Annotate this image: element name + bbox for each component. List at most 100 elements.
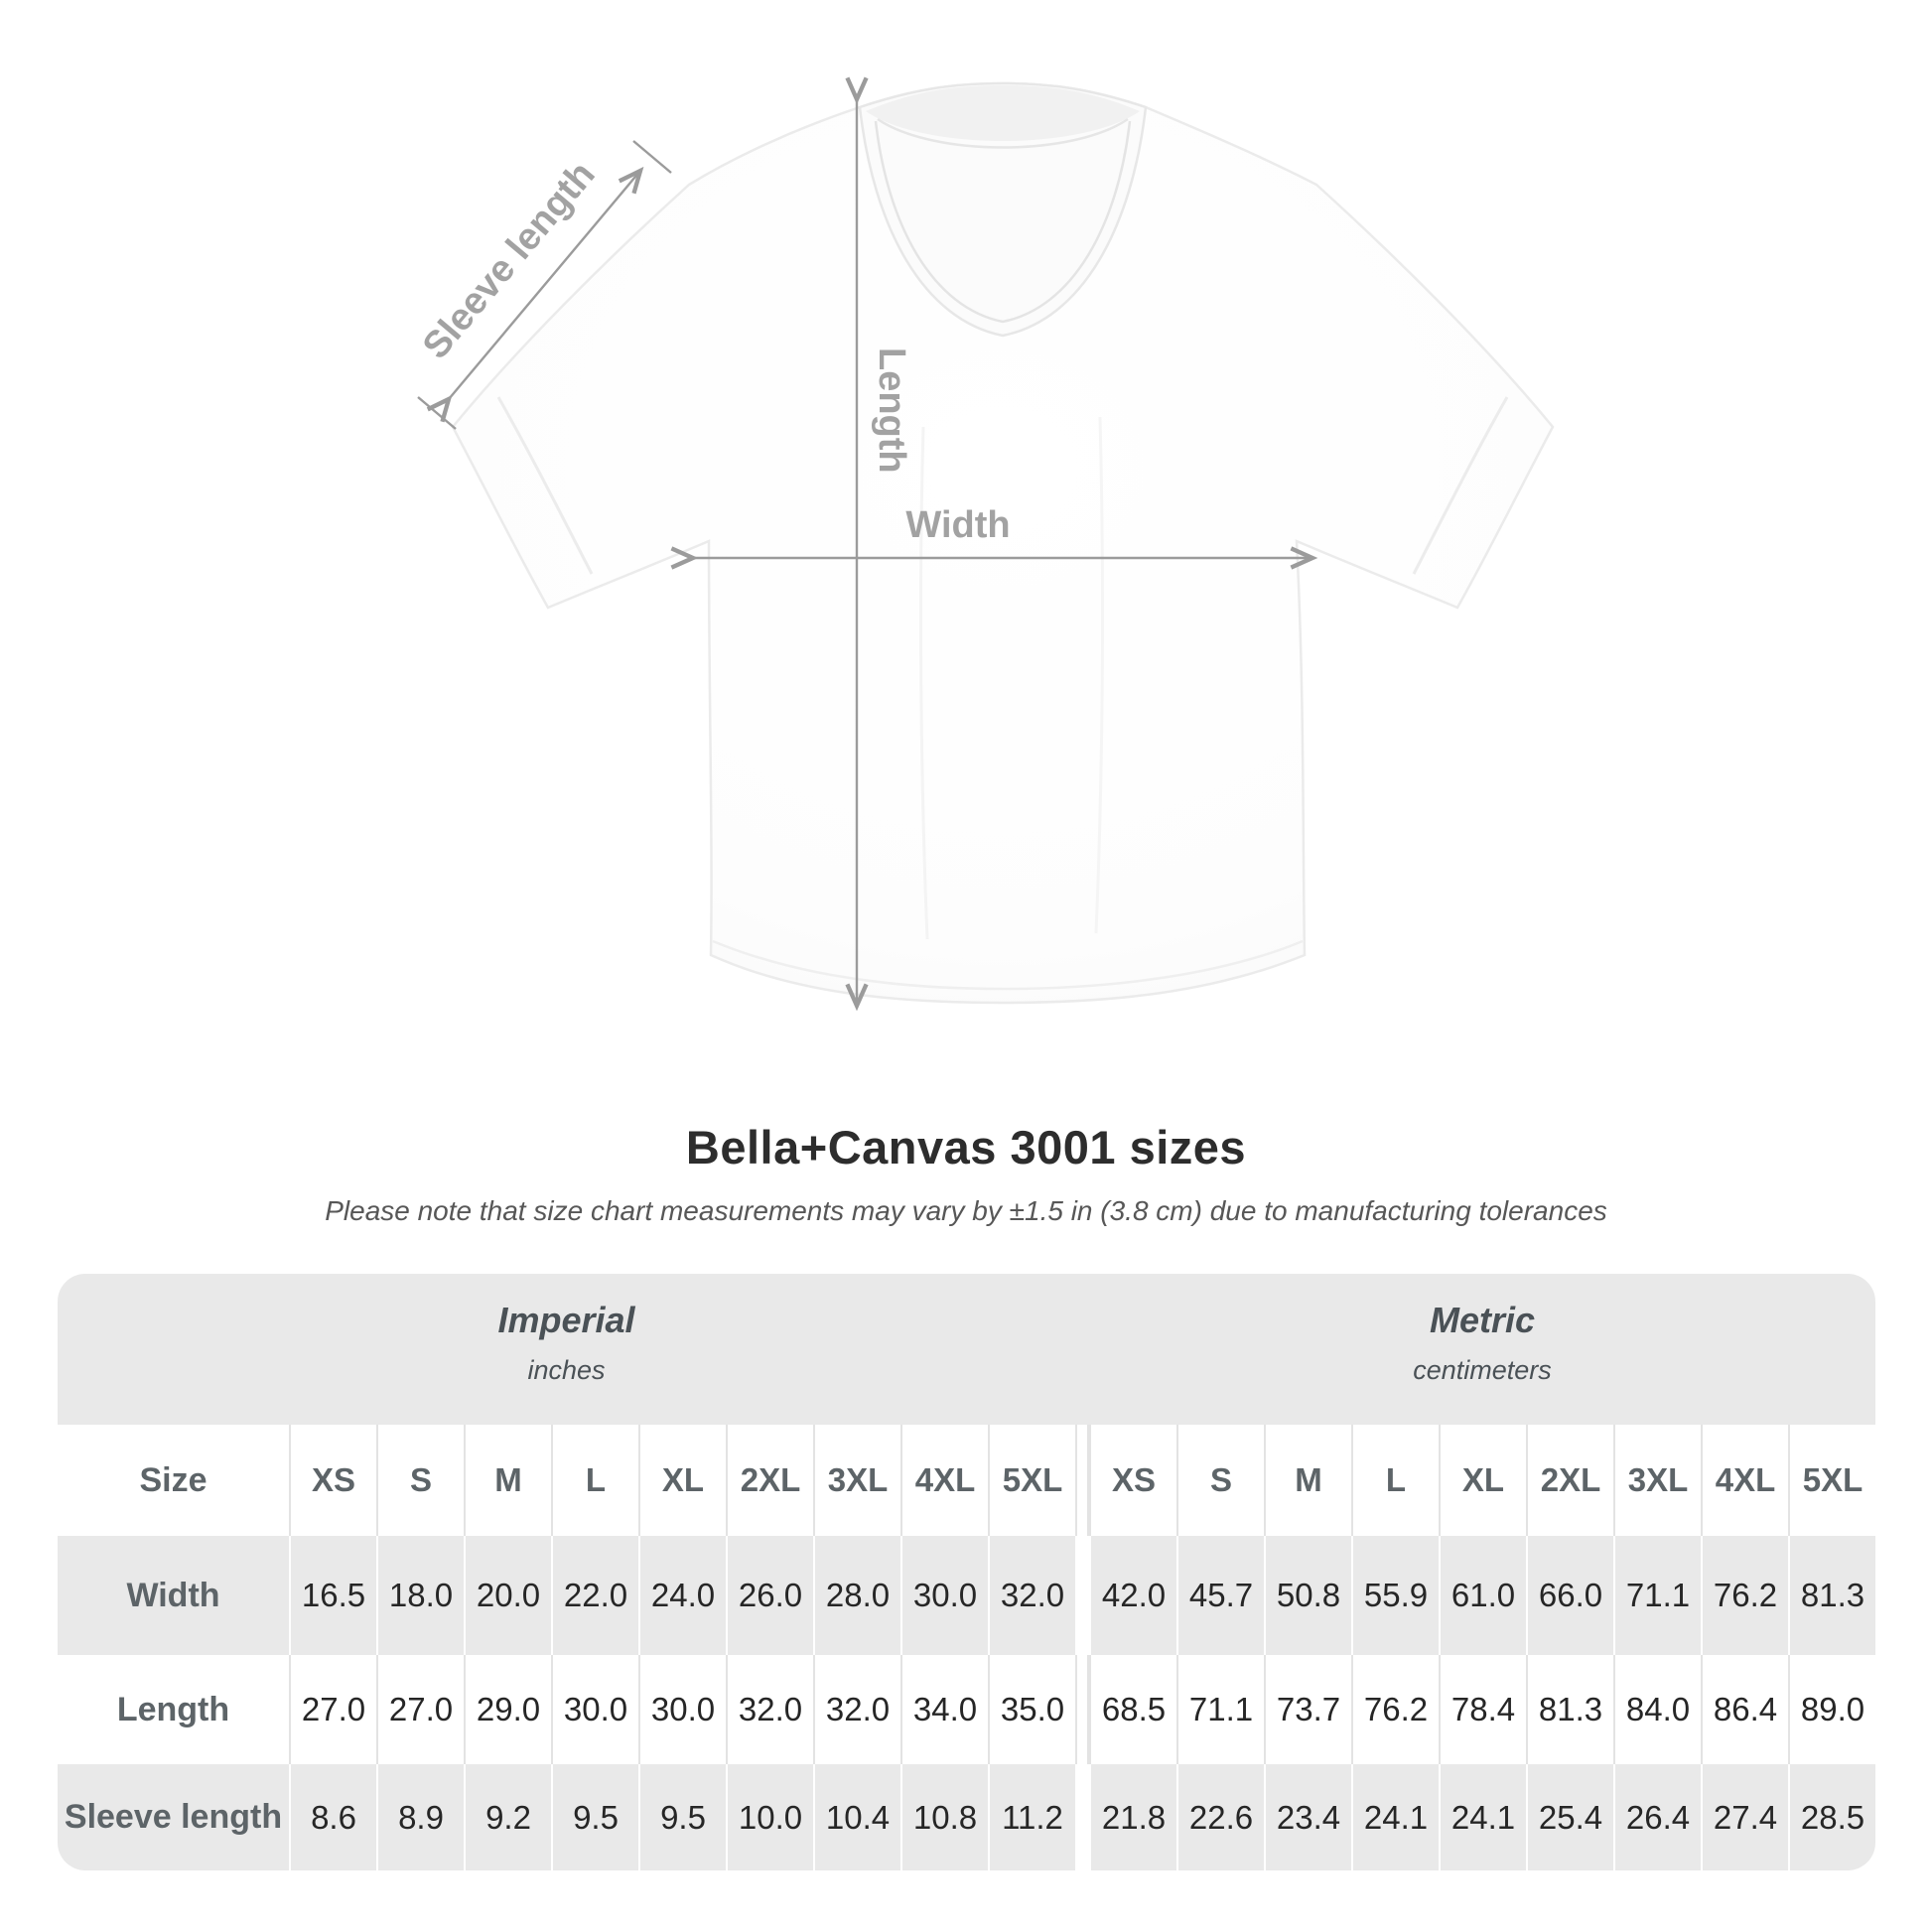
sleeve-dimension-tick-bottom xyxy=(417,396,457,430)
table-row-width-metric-cell: 81.3 xyxy=(1788,1536,1875,1655)
table-row-length-metric-cell: 89.0 xyxy=(1788,1655,1875,1764)
size-header-row-metric-cell: M xyxy=(1264,1425,1351,1536)
length-label: Length xyxy=(871,347,912,474)
tshirt-fold-line-left xyxy=(918,426,929,940)
table-row-sleeve-length-metric-cell: 23.4 xyxy=(1264,1764,1351,1870)
imperial-group-header: Imperial inches xyxy=(58,1274,1075,1425)
size-table: Imperial inches Metric centimeters Size X… xyxy=(58,1274,1875,1870)
table-row-sleeve-length-imperial-cell: 8.9 xyxy=(376,1764,464,1870)
table-row-width: Width 16.5 18.0 20.0 22.0 24.0 26.0 28.0 30.0 32.… xyxy=(58,1536,1875,1655)
table-row-sleeve-length-metric-cell: 24.1 xyxy=(1439,1764,1526,1870)
table-row-sleeve-length-imperial-cell: 11.2 xyxy=(988,1764,1075,1870)
table-row-sleeve-length-imperial-cell: 10.4 xyxy=(813,1764,900,1870)
tolerance-note: Please note that size chart measurements… xyxy=(325,1195,1607,1226)
size-header-row: Size XS S M L XL 2XL 3XL 4XL 5XL XS S M L XL 2XL 3XL 4XL 5… xyxy=(58,1425,1875,1536)
tshirt-illustration xyxy=(451,81,1555,1005)
size-header-row-imperial-cell: L xyxy=(551,1425,638,1536)
table-row-width-imperial-cell: 22.0 xyxy=(551,1536,638,1655)
tshirt-hem-seam xyxy=(712,939,1304,991)
metric-group-title: Metric xyxy=(1429,1300,1536,1340)
tshirt-right-cuff-seam xyxy=(1412,396,1509,575)
table-row-length-imperial-cell: 35.0 xyxy=(988,1655,1075,1764)
table-row-width-imperial-cell: 32.0 xyxy=(988,1536,1075,1655)
table-row-length-metric-cell: 73.7 xyxy=(1264,1655,1351,1764)
width-label: Width xyxy=(905,504,1010,546)
group-gutter xyxy=(1075,1655,1089,1764)
table-row-width-imperial-cell: 26.0 xyxy=(726,1536,813,1655)
metric-group-header: Metric centimeters xyxy=(1089,1274,1875,1425)
table-row-sleeve-length-label: Sleeve length xyxy=(64,1798,283,1836)
table-row-sleeve-length-imperial-cell: 9.2 xyxy=(464,1764,551,1870)
size-header-row-metric-cell: 3XL xyxy=(1613,1425,1701,1536)
table-row-width-metric-cell: 50.8 xyxy=(1264,1536,1351,1655)
size-header-row-imperial-cell: 2XL xyxy=(726,1425,813,1536)
table-row-length-metric-cell: 71.1 xyxy=(1176,1655,1264,1764)
table-row-width-label: Width xyxy=(126,1576,220,1614)
size-header-row-imperial-cell: S xyxy=(376,1425,464,1536)
tshirt-fold-line-right xyxy=(1094,416,1105,934)
group-gutter xyxy=(1075,1764,1089,1870)
table-row-width-metric-cell: 45.7 xyxy=(1176,1536,1264,1655)
table-row-width-metric-cell: 66.0 xyxy=(1526,1536,1613,1655)
table-row-length-imperial-cell: 30.0 xyxy=(638,1655,726,1764)
table-row-width-metric-cell: 61.0 xyxy=(1439,1536,1526,1655)
group-gutter xyxy=(1075,1425,1089,1536)
table-row-length-metric-cell: 86.4 xyxy=(1701,1655,1788,1764)
table-row-length-imperial-cell: 30.0 xyxy=(551,1655,638,1764)
sleeve-dimension-tick-top xyxy=(632,140,672,174)
table-row-length-imperial-cell: 27.0 xyxy=(376,1655,464,1764)
table-row-sleeve-length-metric-cell: 24.1 xyxy=(1351,1764,1439,1870)
table-row-sleeve-length-metric-cell: 21.8 xyxy=(1089,1764,1176,1870)
table-row-length-imperial-cell: 29.0 xyxy=(464,1655,551,1764)
size-header-row-imperial-cell: XL xyxy=(638,1425,726,1536)
table-row-length-metric-cell: 68.5 xyxy=(1089,1655,1176,1764)
size-header-row-metric-cell: XL xyxy=(1439,1425,1526,1536)
size-header-row-imperial-cell: M xyxy=(464,1425,551,1536)
tshirt-diagram: Sleeve length Length Width xyxy=(415,76,1555,1012)
table-row-length-metric-cell: 81.3 xyxy=(1526,1655,1613,1764)
table-row-sleeve-length-metric-cell: 27.4 xyxy=(1701,1764,1788,1870)
table-row-width-imperial-cell: 28.0 xyxy=(813,1536,900,1655)
table-row-width-imperial-cell: 30.0 xyxy=(900,1536,988,1655)
size-header-row-metric-cell: 5XL xyxy=(1788,1425,1875,1536)
metric-group-unit: centimeters xyxy=(1413,1355,1552,1385)
size-header-row-metric-cell: XS xyxy=(1089,1425,1176,1536)
table-row-sleeve-length-imperial-cell: 8.6 xyxy=(289,1764,376,1870)
imperial-group-unit: inches xyxy=(527,1355,606,1385)
table-row-length: Length 27.0 27.0 29.0 30.0 30.0 32.0 32.0 34.0 35… xyxy=(58,1655,1875,1764)
table-row-sleeve-length-imperial-cell: 9.5 xyxy=(638,1764,726,1870)
size-header-row-imperial-cell: 5XL xyxy=(988,1425,1075,1536)
table-row-sleeve-length: Sleeve length 8.6 8.9 9.2 9.5 9.5 10.0 10.4 10.8… xyxy=(58,1764,1875,1870)
tshirt-body xyxy=(451,81,1555,1005)
table-row-width-imperial-cell: 16.5 xyxy=(289,1536,376,1655)
size-header-row-label: Size xyxy=(139,1460,207,1499)
imperial-group-title: Imperial xyxy=(497,1300,635,1340)
table-row-length-imperial-cell: 34.0 xyxy=(900,1655,988,1764)
tshirt-neck-opening xyxy=(858,81,1148,338)
table-row-width-metric-cell: 55.9 xyxy=(1351,1536,1439,1655)
table-row-length-imperial-cell: 32.0 xyxy=(813,1655,900,1764)
page-title: Bella+Canvas 3001 sizes xyxy=(685,1121,1247,1173)
table-row-length-label: Length xyxy=(116,1690,230,1728)
size-header-row-imperial-cell: 4XL xyxy=(900,1425,988,1536)
size-header-row-imperial-cell: XS xyxy=(289,1425,376,1536)
measurement-annotations xyxy=(417,76,1318,1012)
table-row-length-metric-cell: 84.0 xyxy=(1613,1655,1701,1764)
table-row-width-metric-cell: 42.0 xyxy=(1089,1536,1176,1655)
table-row-sleeve-length-metric-cell: 28.5 xyxy=(1788,1764,1875,1870)
unit-group-header: Imperial inches Metric centimeters xyxy=(58,1274,1875,1425)
size-header-row-metric-cell: 2XL xyxy=(1526,1425,1613,1536)
size-table-rows: Size XS S M L XL 2XL 3XL 4XL 5XL XS S M L XL 2XL 3XL 4XL 5… xyxy=(58,1425,1875,1870)
group-gutter xyxy=(1075,1536,1089,1655)
sleeve-dimension-line xyxy=(426,166,644,423)
table-row-width-imperial-cell: 18.0 xyxy=(376,1536,464,1655)
table-row-width-metric-cell: 76.2 xyxy=(1701,1536,1788,1655)
table-row-sleeve-length-imperial-cell: 10.8 xyxy=(900,1764,988,1870)
tshirt-neck-inside-shadow xyxy=(866,85,1140,141)
table-row-width-metric-cell: 71.1 xyxy=(1613,1536,1701,1655)
table-row-sleeve-length-imperial-cell: 10.0 xyxy=(726,1764,813,1870)
table-row-sleeve-length-metric-cell: 22.6 xyxy=(1176,1764,1264,1870)
table-row-length-metric-cell: 76.2 xyxy=(1351,1655,1439,1764)
size-header-row-metric-cell: L xyxy=(1351,1425,1439,1536)
